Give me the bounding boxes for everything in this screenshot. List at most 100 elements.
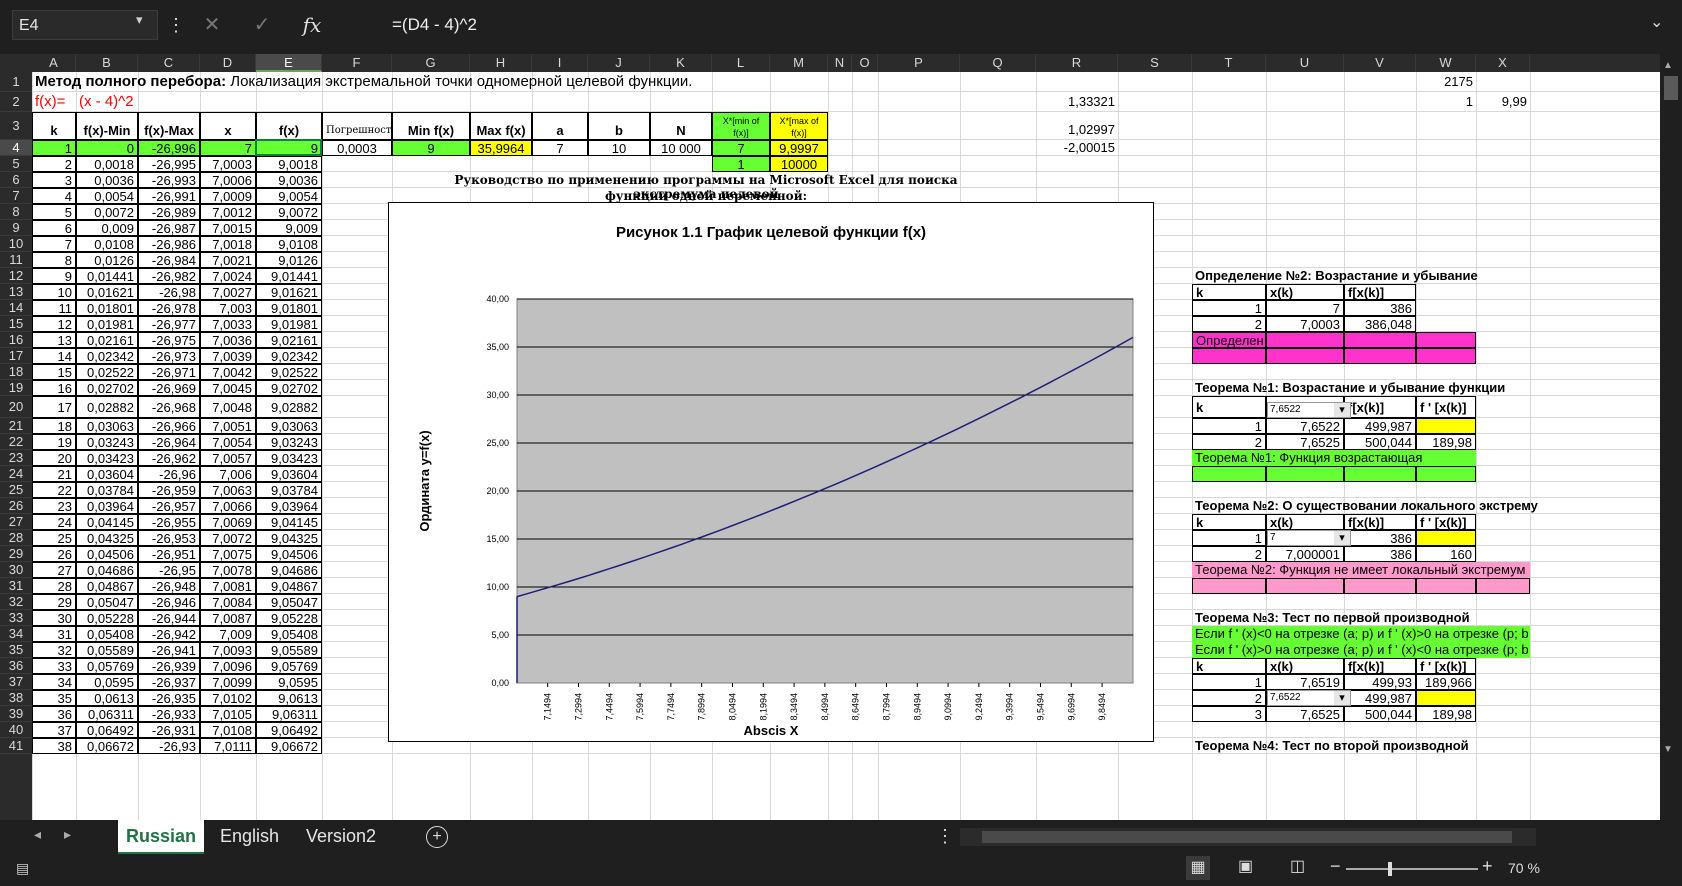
def2-fill[interactable]: [1266, 348, 1344, 364]
data-cell-c7[interactable]: -26,991: [138, 188, 200, 204]
data-cell-b25[interactable]: 0,03784: [76, 482, 138, 498]
data-cell-d41[interactable]: 7,0111: [200, 738, 256, 754]
th2-cell-1-0[interactable]: 2: [1192, 546, 1266, 562]
th3-cell-0-0[interactable]: 1: [1192, 674, 1266, 690]
def2-head-1[interactable]: x(k): [1266, 284, 1344, 300]
data-cell-c29[interactable]: -26,951: [138, 546, 200, 562]
data-cell-c22[interactable]: -26,964: [138, 434, 200, 450]
data-cell-a18[interactable]: 15: [32, 364, 76, 380]
chevron-down-icon[interactable]: ▾: [136, 12, 143, 27]
th1-cell-0-2[interactable]: 499,987: [1344, 418, 1416, 434]
row-header-41[interactable]: 41: [0, 738, 32, 754]
data-cell-e5[interactable]: 9,0018: [256, 156, 322, 172]
data-cell-e37[interactable]: 9,0595: [256, 674, 322, 690]
row-header-19[interactable]: 19: [0, 380, 32, 396]
th3-head-3[interactable]: f ' [x(k)]: [1416, 658, 1476, 674]
data-cell-a4[interactable]: 1: [32, 140, 76, 156]
data-cell-b11[interactable]: 0,0126: [76, 252, 138, 268]
panel-panel-th3_line1[interactable]: Если f ' (x)<0 на отрезке (a; p) и f ' (…: [1192, 626, 1530, 642]
th2-fill[interactable]: [1476, 578, 1530, 594]
cell-x2[interactable]: 9,99: [1501, 94, 1527, 109]
row-header-25[interactable]: 25: [0, 482, 32, 498]
row-header-6[interactable]: 6: [0, 172, 32, 188]
row-header-12[interactable]: 12: [0, 268, 32, 284]
th1-cell-1-0[interactable]: 2: [1192, 434, 1266, 450]
data-cell-e32[interactable]: 9,05047: [256, 594, 322, 610]
row-header-4[interactable]: 4: [0, 140, 32, 156]
row-header-17[interactable]: 17: [0, 348, 32, 364]
data-cell-a24[interactable]: 21: [32, 466, 76, 482]
row-header-14[interactable]: 14: [0, 300, 32, 316]
data-cell-e29[interactable]: 9,04506: [256, 546, 322, 562]
row-header-39[interactable]: 39: [0, 706, 32, 722]
data-cell-c41[interactable]: -26,93: [138, 738, 200, 754]
data-cell-c23[interactable]: -26,962: [138, 450, 200, 466]
prev-sheet-icon[interactable]: ◂: [34, 826, 42, 842]
data-cell-a32[interactable]: 29: [32, 594, 76, 610]
def2-fill[interactable]: [1344, 348, 1416, 364]
data-cell-a17[interactable]: 14: [32, 348, 76, 364]
th3-cell-2-3[interactable]: 189,98: [1416, 706, 1476, 722]
data-cell-d29[interactable]: 7,0075: [200, 546, 256, 562]
data-cell-e18[interactable]: 9,02522: [256, 364, 322, 380]
data-cell-c25[interactable]: -26,959: [138, 482, 200, 498]
th3-cell-0-3[interactable]: 189,966: [1416, 674, 1476, 690]
cell-i4[interactable]: 7: [532, 140, 588, 156]
data-cell-c12[interactable]: -26,982: [138, 268, 200, 284]
data-cell-c31[interactable]: -26,948: [138, 578, 200, 594]
row-header-31[interactable]: 31: [0, 578, 32, 594]
data-cell-b4[interactable]: 0: [76, 140, 138, 156]
panel-panel-th1_result[interactable]: Теорема №1: Функция возрастающая: [1192, 450, 1476, 466]
fx-label[interactable]: f(x)=: [35, 93, 66, 110]
data-cell-c32[interactable]: -26,946: [138, 594, 200, 610]
column-header-n[interactable]: N: [828, 54, 852, 72]
data-cell-a27[interactable]: 24: [32, 514, 76, 530]
data-cell-e38[interactable]: 9,0613: [256, 690, 322, 706]
data-cell-b29[interactable]: 0,04506: [76, 546, 138, 562]
data-cell-c19[interactable]: -26,969: [138, 380, 200, 396]
header-a[interactable]: k: [32, 112, 76, 140]
data-cell-c6[interactable]: -26,993: [138, 172, 200, 188]
column-header-v[interactable]: V: [1344, 54, 1416, 72]
add-sheet-icon[interactable]: +: [426, 826, 448, 848]
data-cell-c30[interactable]: -26,95: [138, 562, 200, 578]
data-cell-c18[interactable]: -26,971: [138, 364, 200, 380]
def2-fill[interactable]: [1416, 332, 1476, 348]
data-cell-a33[interactable]: 30: [32, 610, 76, 626]
cell-j4[interactable]: 10: [588, 140, 650, 156]
data-cell-b9[interactable]: 0,009: [76, 220, 138, 236]
data-cell-c5[interactable]: -26,995: [138, 156, 200, 172]
page-break-icon[interactable]: ◫: [1290, 858, 1306, 875]
data-cell-a13[interactable]: 10: [32, 284, 76, 300]
data-cell-d33[interactable]: 7,0087: [200, 610, 256, 626]
tab-english[interactable]: English: [220, 826, 280, 846]
data-cell-a40[interactable]: 37: [32, 722, 76, 738]
data-cell-a34[interactable]: 31: [32, 626, 76, 642]
row-header-2[interactable]: 2: [0, 92, 32, 112]
row-header-18[interactable]: 18: [0, 364, 32, 380]
header-g[interactable]: Min f(x): [392, 112, 470, 140]
cell-g4[interactable]: 9: [392, 140, 470, 156]
data-cell-e10[interactable]: 9,0108: [256, 236, 322, 252]
data-cell-c33[interactable]: -26,944: [138, 610, 200, 626]
row-header-37[interactable]: 37: [0, 674, 32, 690]
data-cell-e35[interactable]: 9,05589: [256, 642, 322, 658]
row-header-9[interactable]: 9: [0, 220, 32, 236]
data-cell-b17[interactable]: 0,02342: [76, 348, 138, 364]
data-cell-e36[interactable]: 9,05769: [256, 658, 322, 674]
data-cell-a16[interactable]: 13: [32, 332, 76, 348]
data-cell-e19[interactable]: 9,02702: [256, 380, 322, 396]
data-cell-a19[interactable]: 16: [32, 380, 76, 396]
th1-fill[interactable]: [1266, 466, 1344, 482]
data-cell-e24[interactable]: 9,03604: [256, 466, 322, 482]
def2-cell-0-1[interactable]: 7: [1266, 300, 1344, 316]
column-header-x[interactable]: X: [1476, 54, 1530, 72]
panel-panel-th2_title[interactable]: Теорема №2: О существовании локального э…: [1195, 498, 1538, 513]
data-cell-b13[interactable]: 0,01621: [76, 284, 138, 300]
panel-panel-th3_line2[interactable]: Если f ' (x)>0 на отрезке (a; p) и f ' (…: [1192, 642, 1530, 658]
data-cell-a37[interactable]: 34: [32, 674, 76, 690]
row-header-13[interactable]: 13: [0, 284, 32, 300]
th1-cell-0-3[interactable]: [1416, 418, 1476, 434]
data-cell-d8[interactable]: 7,0012: [200, 204, 256, 220]
data-cell-c15[interactable]: -26,977: [138, 316, 200, 332]
